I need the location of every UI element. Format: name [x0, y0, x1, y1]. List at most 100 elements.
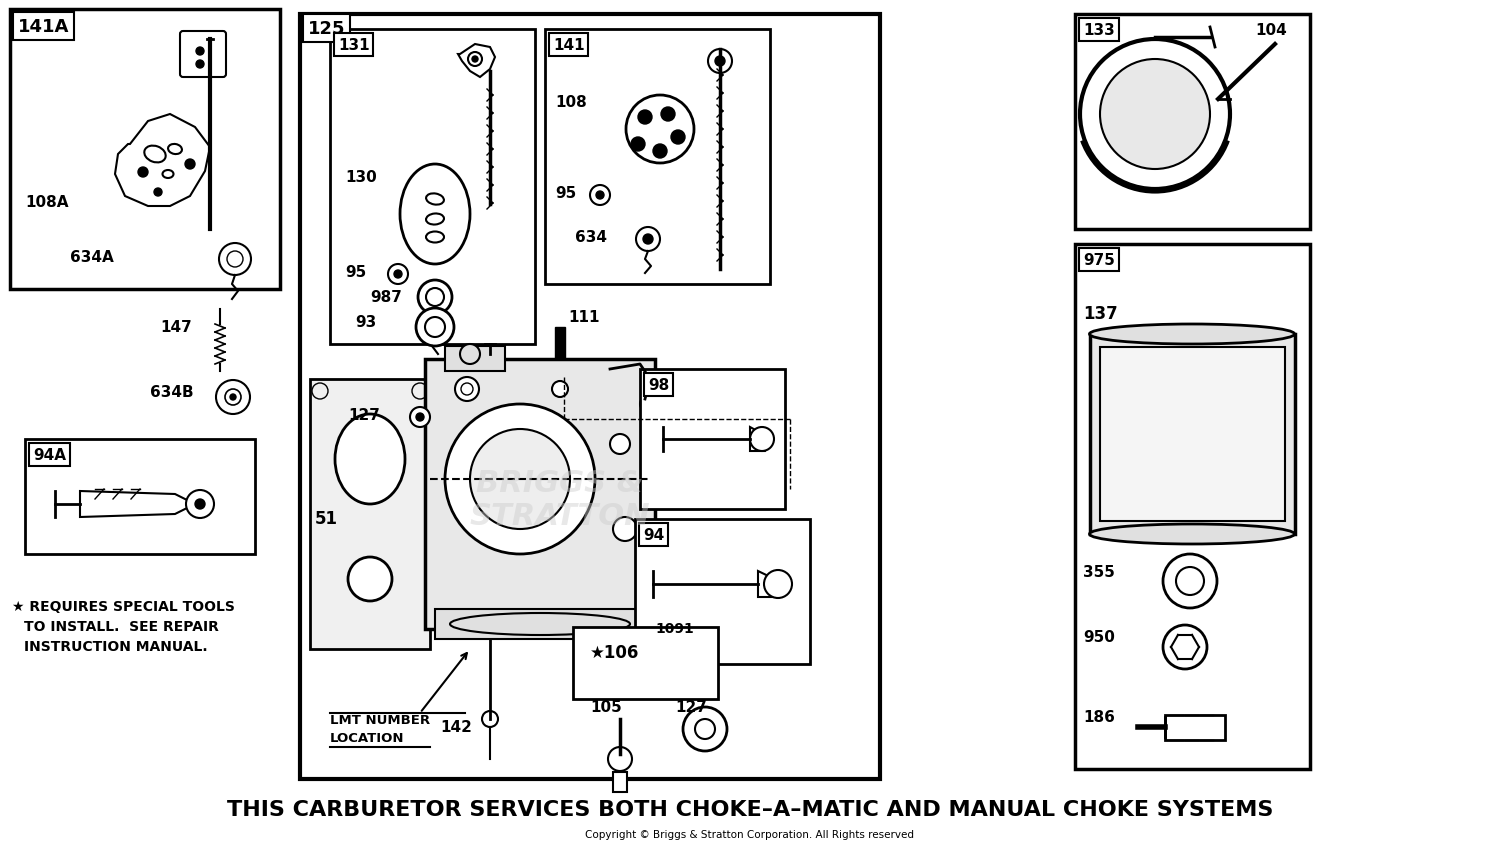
Circle shape: [640, 397, 656, 413]
Bar: [1076, 15, 1310, 230]
FancyBboxPatch shape: [180, 32, 226, 78]
Text: 104: 104: [1256, 23, 1287, 38]
Circle shape: [652, 145, 668, 159]
Circle shape: [670, 131, 686, 145]
Circle shape: [196, 61, 204, 69]
Bar: [555, 327, 566, 377]
Circle shape: [348, 557, 392, 601]
Text: 634: 634: [574, 230, 608, 245]
Circle shape: [138, 168, 148, 178]
Text: 51: 51: [315, 510, 338, 528]
Circle shape: [216, 381, 250, 414]
Bar: [300, 15, 880, 779]
Text: BRIGGS &
STRATTON: BRIGGS & STRATTON: [470, 468, 651, 531]
Ellipse shape: [1089, 325, 1294, 344]
Circle shape: [590, 186, 610, 206]
Circle shape: [388, 265, 408, 284]
Text: 141: 141: [554, 38, 585, 53]
Text: 950: 950: [1083, 630, 1114, 644]
Bar: [424, 360, 656, 630]
Ellipse shape: [450, 614, 630, 636]
Circle shape: [552, 381, 568, 398]
Text: 127: 127: [348, 408, 380, 423]
Circle shape: [416, 309, 454, 347]
Circle shape: [226, 252, 243, 268]
Circle shape: [419, 281, 452, 315]
Ellipse shape: [400, 165, 470, 265]
Ellipse shape: [1089, 524, 1294, 544]
Circle shape: [708, 50, 732, 74]
Circle shape: [454, 377, 478, 402]
Circle shape: [1100, 60, 1210, 170]
Text: 127: 127: [675, 699, 706, 714]
Bar: [573, 627, 718, 699]
Circle shape: [482, 711, 498, 728]
Text: 141A: 141A: [18, 18, 69, 36]
Text: TO INSTALL.  SEE REPAIR: TO INSTALL. SEE REPAIR: [24, 619, 219, 633]
Text: Copyright © Briggs & Stratton Corporation. All Rights reserved: Copyright © Briggs & Stratton Corporatio…: [585, 829, 915, 839]
Text: 131: 131: [338, 38, 369, 53]
Circle shape: [646, 131, 654, 138]
Circle shape: [1176, 567, 1204, 595]
Text: 975: 975: [1083, 252, 1114, 268]
Text: 355: 355: [1083, 565, 1114, 579]
Circle shape: [416, 414, 424, 421]
Circle shape: [460, 383, 472, 396]
Circle shape: [225, 390, 242, 405]
Text: INSTRUCTION MANUAL.: INSTRUCTION MANUAL.: [24, 639, 207, 653]
Bar: [614, 772, 627, 792]
Circle shape: [470, 430, 570, 529]
Circle shape: [312, 383, 328, 399]
Circle shape: [413, 383, 428, 399]
Circle shape: [468, 53, 482, 67]
Circle shape: [596, 192, 604, 200]
Bar: [1100, 348, 1286, 522]
Circle shape: [694, 719, 715, 739]
Text: 108A: 108A: [26, 195, 69, 210]
Circle shape: [636, 228, 660, 252]
Circle shape: [1162, 555, 1216, 609]
Text: 108: 108: [555, 95, 586, 110]
Text: LOCATION: LOCATION: [330, 731, 405, 744]
Circle shape: [764, 571, 792, 598]
Text: 186: 186: [1083, 709, 1114, 724]
Circle shape: [394, 271, 402, 279]
Circle shape: [1162, 625, 1208, 669]
Text: 95: 95: [555, 186, 576, 201]
Circle shape: [644, 235, 652, 245]
Circle shape: [662, 108, 675, 122]
Circle shape: [186, 490, 214, 518]
Bar: [640, 370, 784, 510]
Text: 634A: 634A: [70, 250, 114, 265]
Text: 133: 133: [1083, 23, 1114, 38]
Ellipse shape: [426, 194, 444, 205]
Ellipse shape: [426, 214, 444, 225]
Bar: [10, 10, 280, 289]
Circle shape: [750, 428, 774, 452]
Text: 111: 111: [568, 310, 600, 325]
Bar: [310, 380, 430, 649]
Text: 98: 98: [648, 377, 669, 392]
Text: 105: 105: [590, 699, 621, 714]
Text: THIS CARBURETOR SERVICES BOTH CHOKE–A–MATIC AND MANUAL CHOKE SYSTEMS: THIS CARBURETOR SERVICES BOTH CHOKE–A–MA…: [226, 799, 1274, 819]
Circle shape: [184, 160, 195, 170]
Bar: [330, 30, 536, 344]
Text: 1091: 1091: [656, 621, 693, 636]
Bar: [435, 609, 645, 639]
Text: 93: 93: [356, 315, 376, 330]
Circle shape: [426, 289, 444, 306]
Text: 634B: 634B: [150, 385, 194, 399]
Text: 94A: 94A: [33, 447, 66, 463]
Circle shape: [196, 48, 204, 56]
Ellipse shape: [144, 146, 165, 163]
Ellipse shape: [162, 170, 174, 179]
Polygon shape: [116, 115, 210, 207]
Circle shape: [460, 344, 480, 365]
Circle shape: [632, 138, 645, 152]
Circle shape: [446, 404, 596, 555]
Bar: [1166, 715, 1226, 740]
Bar: [446, 347, 506, 371]
Circle shape: [410, 408, 430, 428]
Circle shape: [638, 111, 652, 125]
Circle shape: [682, 707, 728, 751]
